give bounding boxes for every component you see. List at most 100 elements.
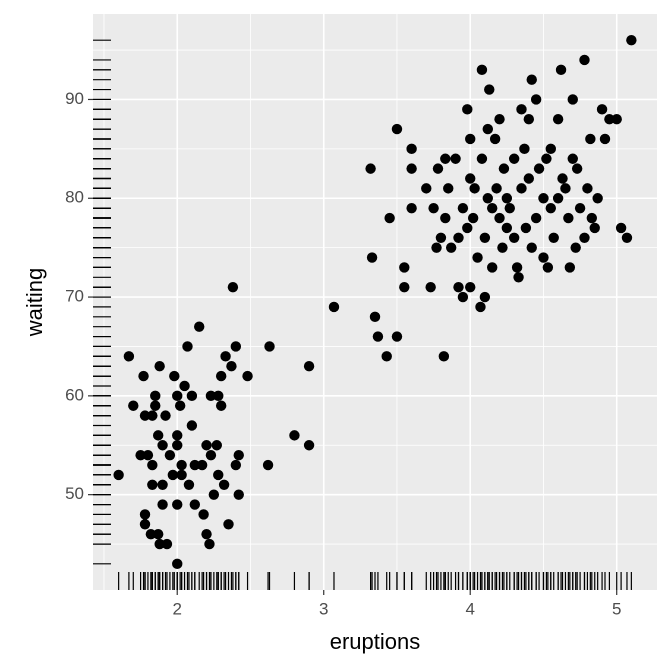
point [189, 499, 201, 510]
point [139, 519, 151, 530]
point [198, 509, 209, 520]
point [501, 222, 513, 234]
point [369, 311, 381, 323]
point [621, 232, 633, 243]
point [555, 64, 567, 76]
point [435, 232, 447, 243]
point [440, 212, 451, 224]
point [508, 232, 520, 243]
point [431, 242, 442, 253]
y-tick-label: 60 [65, 385, 84, 404]
point [589, 222, 600, 234]
point [582, 183, 593, 194]
point [567, 94, 578, 105]
point [421, 183, 432, 194]
point [579, 54, 590, 66]
point [150, 390, 161, 402]
point [303, 361, 315, 372]
x-tick-label: 2 [172, 599, 181, 618]
point [167, 469, 179, 481]
point [479, 291, 491, 303]
point [508, 153, 520, 164]
point [161, 538, 173, 550]
point [213, 469, 224, 481]
point [498, 163, 510, 174]
point [147, 459, 158, 471]
point [596, 104, 608, 115]
point [186, 420, 198, 431]
point [519, 143, 530, 155]
point [399, 262, 410, 273]
point [227, 281, 239, 293]
point [465, 133, 476, 145]
point [172, 499, 183, 510]
point [520, 222, 532, 234]
point [328, 301, 340, 313]
point [501, 193, 513, 204]
point [384, 212, 395, 224]
point [494, 212, 505, 224]
point [626, 34, 637, 46]
point [557, 173, 568, 184]
point [472, 252, 483, 263]
point [157, 479, 168, 490]
point [205, 390, 217, 402]
point [142, 449, 154, 461]
point [196, 459, 208, 471]
point [462, 104, 473, 115]
point [523, 173, 535, 184]
point [571, 163, 583, 174]
point [533, 163, 545, 174]
x-tick-label: 3 [319, 599, 328, 618]
point [579, 232, 590, 243]
point [289, 430, 300, 441]
point [215, 370, 227, 382]
point [541, 153, 552, 164]
point [220, 351, 231, 362]
point [201, 440, 212, 451]
point [469, 183, 480, 194]
point [457, 291, 469, 303]
point [157, 499, 168, 510]
point [152, 430, 164, 441]
point [462, 222, 473, 234]
point [486, 202, 498, 214]
point [467, 212, 479, 224]
point [218, 479, 230, 490]
point [233, 449, 244, 461]
point [552, 114, 564, 125]
point [182, 341, 193, 352]
point [135, 449, 146, 461]
point [172, 430, 183, 441]
x-tick-label: 5 [612, 599, 621, 618]
point [186, 390, 198, 402]
point [453, 232, 464, 243]
point [154, 361, 165, 372]
point [574, 202, 586, 214]
point [172, 558, 183, 570]
point [513, 272, 524, 283]
point [465, 173, 476, 184]
point [440, 153, 451, 164]
y-tick-label: 90 [65, 89, 84, 108]
point [147, 410, 158, 421]
point [154, 538, 165, 550]
point [438, 351, 450, 362]
point [548, 232, 559, 243]
point [139, 410, 151, 421]
point [201, 528, 212, 540]
point [611, 114, 622, 125]
point [523, 114, 535, 125]
point [486, 262, 498, 273]
point [391, 331, 403, 342]
point [176, 469, 187, 481]
point [476, 153, 488, 164]
y-tick-label: 70 [65, 287, 84, 306]
point [482, 193, 493, 204]
point [425, 281, 436, 293]
point [381, 351, 392, 362]
point [174, 400, 186, 411]
point [599, 133, 611, 145]
point [223, 519, 234, 530]
